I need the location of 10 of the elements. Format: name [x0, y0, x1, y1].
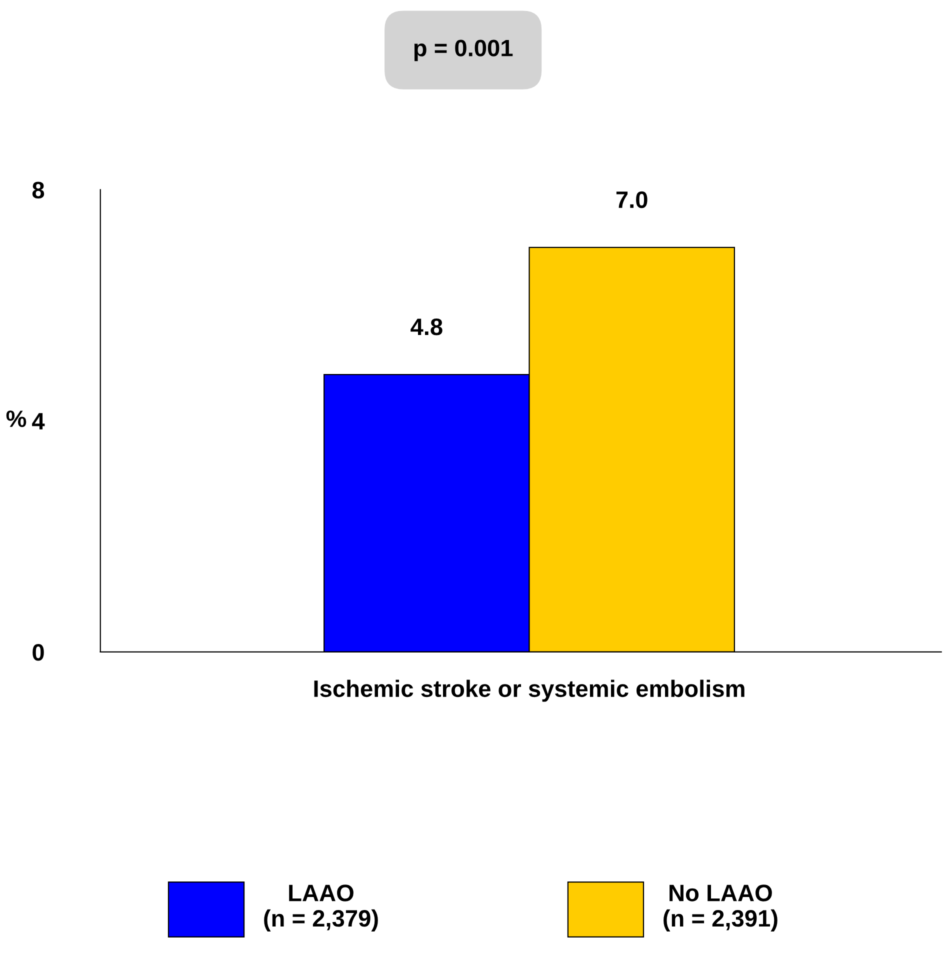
legend-label: No LAAO (n = 2,391) [664, 884, 778, 932]
data-label: 7.0 [616, 191, 648, 208]
y-tick-label: 4 [32, 413, 45, 430]
y-tick-label: 8 [32, 182, 44, 198]
data-label: 4.8 [410, 318, 442, 336]
legend-label: LAAO (n = 2,379) [264, 884, 378, 932]
y-axis-title: % [6, 410, 26, 428]
text: p = 0.001 [414, 40, 513, 62]
x-tick-label: Ischemic stroke or systemic embolism [314, 680, 744, 702]
y-tick-label: 0 [32, 644, 44, 661]
